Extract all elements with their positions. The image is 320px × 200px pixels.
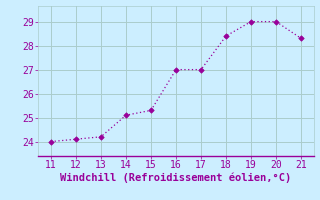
X-axis label: Windchill (Refroidissement éolien,°C): Windchill (Refroidissement éolien,°C): [60, 173, 292, 183]
